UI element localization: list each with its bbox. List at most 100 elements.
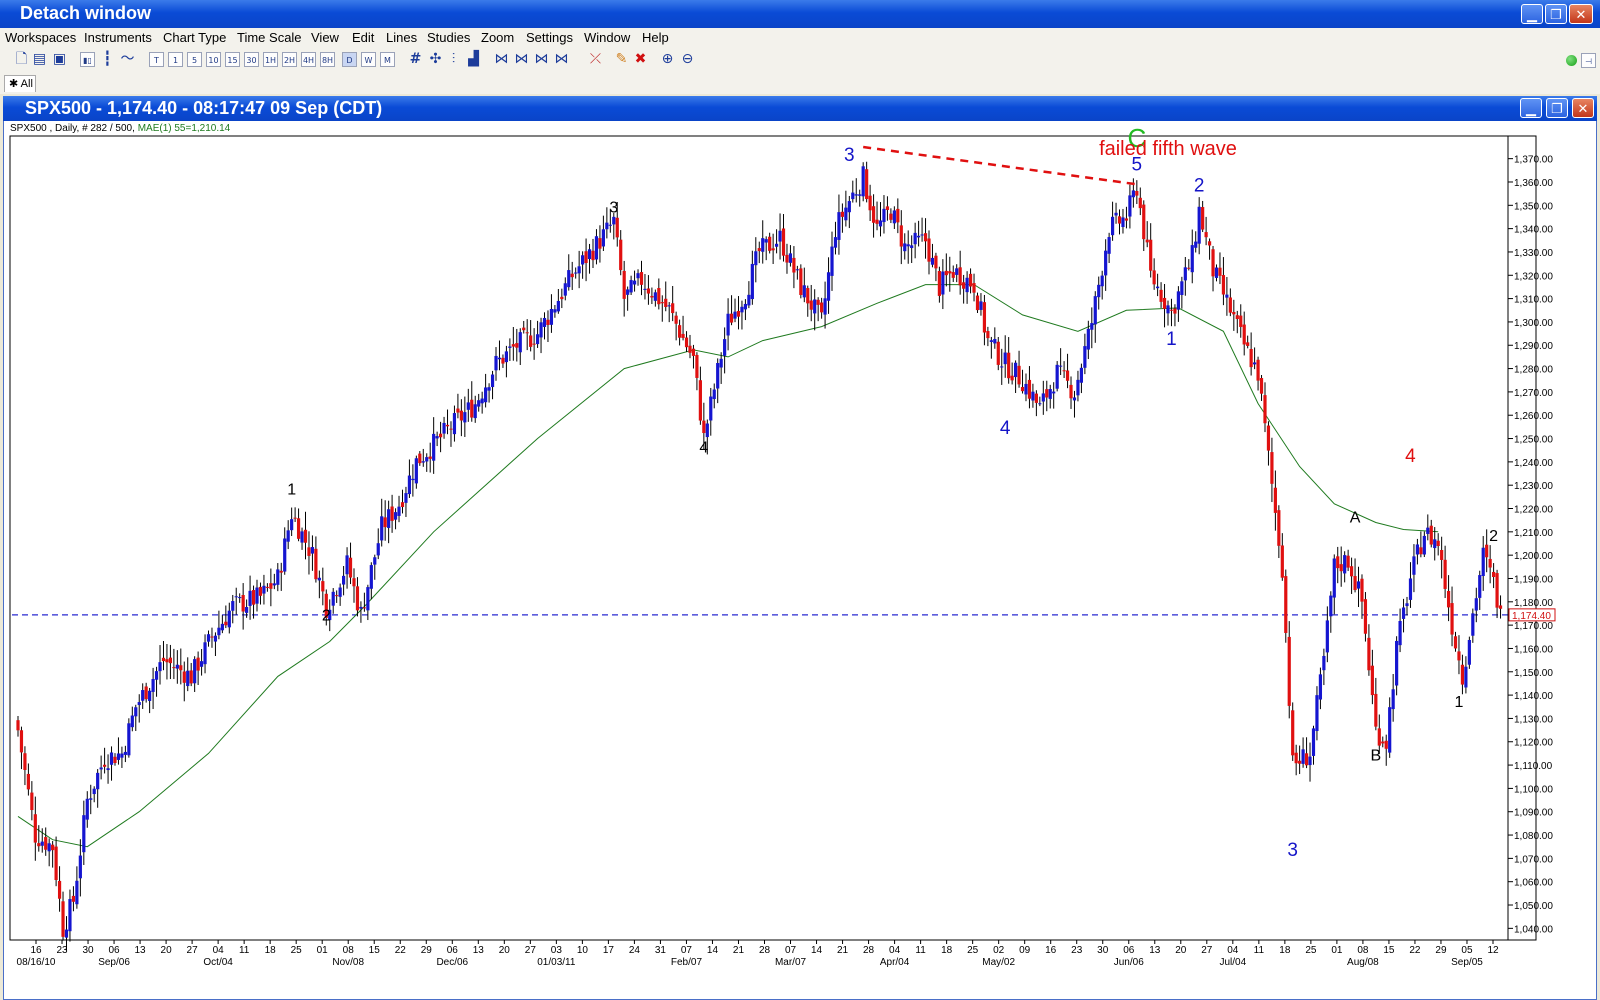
y-tick-label: 1,180.00 xyxy=(1514,598,1553,609)
candle-body xyxy=(432,433,436,461)
candle-body xyxy=(1145,239,1149,243)
timeframe-button[interactable]: 8H xyxy=(320,52,335,67)
draw-line-icon[interactable]: ⋈ xyxy=(494,51,509,67)
line-chart-icon[interactable]: 〜 xyxy=(120,51,135,67)
candle-body xyxy=(1038,403,1042,405)
timeframe-button[interactable]: 10 xyxy=(206,52,221,67)
candle-body xyxy=(1110,216,1115,236)
candle-body xyxy=(1315,695,1319,732)
delete-all-icon[interactable]: ✖ xyxy=(634,51,647,67)
menu-view[interactable]: View xyxy=(311,30,339,45)
menu-help[interactable]: Help xyxy=(642,30,669,45)
pencil-icon[interactable]: ✎ xyxy=(615,51,628,67)
candle-body xyxy=(1453,636,1458,649)
candle-body xyxy=(335,595,339,597)
draw-fib-icon[interactable]: ⋈ xyxy=(514,51,529,67)
candle-body xyxy=(1007,352,1011,379)
menu-window[interactable]: Window xyxy=(584,30,631,45)
candle-body xyxy=(626,289,630,295)
pin-icon[interactable]: ⊣ xyxy=(1581,53,1596,68)
candle-body xyxy=(1069,384,1073,399)
bar-chart-icon[interactable]: ┇ xyxy=(103,51,112,67)
menu-chart-type[interactable]: Chart Type xyxy=(163,30,227,45)
timeframe-button[interactable]: W xyxy=(361,52,376,67)
window-restore-button[interactable]: ❐ xyxy=(1545,4,1567,24)
menu-edit[interactable]: Edit xyxy=(352,30,375,45)
candle-body xyxy=(532,343,536,345)
zoom-out-icon[interactable]: ⊖ xyxy=(681,51,694,67)
save-icon[interactable]: ▣ xyxy=(52,51,67,67)
candle-body xyxy=(213,635,218,642)
timeframe-button[interactable]: 15 xyxy=(225,52,240,67)
timeframe-button[interactable]: M xyxy=(380,52,395,67)
menu-settings[interactable]: Settings xyxy=(526,30,573,45)
chart-info-line: SPX500 , Daily, # 282 / 500, MAE(1) 55=1… xyxy=(10,123,230,134)
candle-body xyxy=(913,232,917,245)
candle-body xyxy=(1481,547,1485,577)
candle-body xyxy=(33,814,37,843)
menu-instruments[interactable]: Instruments xyxy=(84,30,152,45)
draw-channel-icon[interactable]: ⋈ xyxy=(534,51,549,67)
candle-body xyxy=(1183,267,1187,281)
y-tick-label: 1,330.00 xyxy=(1514,248,1553,259)
candle-body xyxy=(684,337,689,348)
wave-label: A xyxy=(1350,510,1361,527)
window-minimize-button[interactable]: ▁ xyxy=(1521,4,1543,24)
candle-body xyxy=(102,764,107,767)
crosshair-icon[interactable]: ✣ xyxy=(429,51,442,67)
candle-body xyxy=(1287,636,1291,706)
x-month-label: Jun/06 xyxy=(1114,957,1144,968)
candle-body xyxy=(529,335,533,347)
candle-body xyxy=(761,238,765,252)
candle-body xyxy=(941,271,945,295)
zoom-in-icon[interactable]: ⊕ xyxy=(661,51,674,67)
study-icon[interactable]: ▟ xyxy=(468,51,479,67)
candlestick-icon[interactable]: ▮▯ xyxy=(80,52,95,67)
candle-body xyxy=(868,195,872,211)
candle-body xyxy=(279,570,283,573)
candle-body xyxy=(858,194,862,196)
menu-time-scale[interactable]: Time Scale xyxy=(237,30,302,45)
candle-body xyxy=(445,424,450,427)
candle-body xyxy=(861,166,865,197)
menu-studies[interactable]: Studies xyxy=(427,30,471,45)
chart-restore-button[interactable]: ❐ xyxy=(1546,98,1568,118)
menu-lines[interactable]: Lines xyxy=(386,30,418,45)
open-icon[interactable]: ▤ xyxy=(32,51,47,67)
grid-icon[interactable]: # xyxy=(409,51,422,67)
x-month-label: Jul/04 xyxy=(1219,957,1246,968)
candle-body xyxy=(930,257,935,265)
candle-body xyxy=(1440,549,1444,560)
timeframe-button[interactable]: 30 xyxy=(244,52,259,67)
y-tick-label: 1,350.00 xyxy=(1514,201,1553,212)
candle-body xyxy=(871,206,876,223)
timeframe-button[interactable]: 1H xyxy=(263,52,278,67)
window-close-button[interactable]: ✕ xyxy=(1569,4,1593,24)
candle-body xyxy=(1277,510,1281,546)
timeframe-button[interactable]: 4H xyxy=(301,52,316,67)
timeframe-button[interactable]: 1 xyxy=(168,52,183,67)
timeframe-button[interactable]: 2H xyxy=(282,52,297,67)
tab-all[interactable]: ✱ All xyxy=(4,75,36,92)
candle-body xyxy=(920,234,924,236)
candle-body xyxy=(366,587,370,611)
menu-workspaces[interactable]: Workspaces xyxy=(5,30,77,45)
y-tick-label: 1,290.00 xyxy=(1514,341,1553,352)
candle-body xyxy=(657,288,661,305)
chart-minimize-button[interactable]: ▁ xyxy=(1520,98,1542,118)
candle-body xyxy=(865,169,869,200)
volume-icon[interactable]: ⫶ xyxy=(451,51,456,67)
candle-body xyxy=(1117,216,1122,224)
candle-body xyxy=(154,671,159,680)
delete-line-icon[interactable]: ⤫ xyxy=(589,51,602,67)
timeframe-button-active[interactable]: D xyxy=(342,52,357,67)
draw-wave-icon[interactable]: ⋈ xyxy=(554,51,569,67)
new-icon[interactable]: 🗋 xyxy=(15,51,28,67)
timeframe-button[interactable]: 5 xyxy=(187,52,202,67)
candle-body xyxy=(636,273,640,279)
timeframe-button[interactable]: T xyxy=(149,52,164,67)
menu-zoom[interactable]: Zoom xyxy=(481,30,515,45)
chart-close-button[interactable]: ✕ xyxy=(1572,98,1594,118)
candle-body xyxy=(906,244,910,247)
